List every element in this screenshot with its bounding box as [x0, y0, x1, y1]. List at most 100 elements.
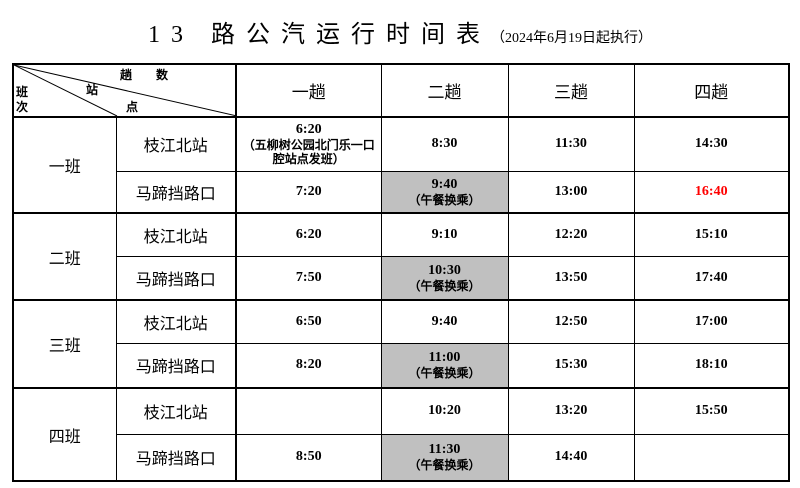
departure-time: 6:20 — [295, 122, 322, 138]
departure-cell: 13:00 — [507, 170, 635, 214]
departure-time: 8:20 — [295, 357, 322, 373]
departure-time: 17:00 — [694, 313, 728, 329]
table-row: 四班 枝江北站 10:20 13:20 15:50 — [12, 387, 790, 482]
departure-cell: 7:50 — [235, 255, 382, 301]
departure-cell: 15:30 — [507, 342, 635, 389]
departure-time: 12:20 — [554, 226, 588, 242]
departure-time: 8:50 — [295, 449, 322, 465]
departure-cell: 10:20 — [380, 387, 509, 435]
departure-note: （午餐换乘） — [408, 458, 481, 473]
departure-cell: 17:40 — [633, 255, 790, 301]
departure-cell: 17:00 — [633, 299, 790, 344]
departure-time: 10:20 — [428, 403, 461, 419]
corner-order-label: 次 — [16, 100, 29, 114]
table-row: 马蹄挡路口 8:50 11:30 （午餐换乘） 14:40 — [13, 433, 790, 482]
departure-cell: 11:30 （午餐换乘） — [380, 433, 509, 482]
departure-cell: 10:30 （午餐换乘） — [380, 255, 509, 301]
departure-cell: 11:00 （午餐换乘） — [380, 342, 509, 389]
departure-time: 11:30 — [428, 442, 461, 458]
trip-header: 二趟 — [380, 63, 509, 118]
departure-time: 8:30 — [431, 136, 458, 152]
corner-point-label: 点 — [126, 100, 139, 114]
trip-header: 四趟 — [633, 63, 790, 118]
departure-time: 6:20 — [295, 226, 322, 242]
departure-note: （五柳树公园北门乐一口腔站点发班） — [242, 138, 375, 167]
departure-time: 11:00 — [428, 350, 461, 366]
departure-time: 16:40 — [694, 183, 728, 199]
departure-cell: 15:50 — [633, 387, 790, 435]
departure-note: （午餐换乘） — [408, 366, 481, 381]
departure-time: 11:30 — [555, 136, 587, 152]
departure-cell — [235, 387, 382, 435]
station-name: 马蹄挡路口 — [115, 255, 237, 301]
departure-time: 14:40 — [554, 449, 588, 465]
table-row: 马蹄挡路口 7:50 10:30 （午餐换乘） 13:50 17:40 — [13, 255, 790, 301]
departure-time: 9:10 — [431, 226, 458, 242]
title-main: 13 路公汽运行时间表 — [148, 22, 491, 48]
departure-time: 13:20 — [554, 403, 588, 419]
departure-cell: 7:20 — [235, 170, 382, 214]
corner-trips-label: 趟 数 — [120, 68, 169, 82]
departure-cell: 13:20 — [507, 387, 635, 435]
departure-cell: 9:40 （午餐换乘） — [380, 170, 509, 214]
departure-time: 7:20 — [295, 183, 322, 199]
station-name: 枝江北站 — [115, 116, 237, 172]
timetable: 趟 数 站 点 班 次 一趟 二趟 三趟 四趟 一班 枝江北站 6:20 （五柳树公园… — [12, 63, 790, 482]
departure-note: （午餐换乘） — [408, 278, 481, 293]
departure-time: 12:50 — [554, 313, 588, 329]
departure-cell: 8:50 — [235, 433, 382, 482]
departure-time: 15:10 — [694, 226, 728, 242]
departure-time: 9:40 — [431, 313, 458, 329]
table-row: 马蹄挡路口 8:20 11:00 （午餐换乘） 15:30 18:10 — [13, 342, 790, 389]
departure-cell: 15:10 — [633, 212, 790, 257]
departure-cell: 14:40 — [507, 433, 635, 482]
table-row: 三班 枝江北站 6:50 9:40 12:50 17:00 — [12, 299, 790, 389]
table-row: 二班 枝江北站 6:20 9:10 12:20 15:10 — [12, 212, 790, 301]
station-name: 枝江北站 — [115, 299, 237, 344]
departure-cell: 14:30 — [633, 116, 790, 172]
departure-time: 7:50 — [295, 269, 322, 285]
departure-cell: 11:30 — [507, 116, 635, 172]
shift-label: 一班 — [12, 116, 117, 214]
station-name: 枝江北站 — [115, 212, 237, 257]
departure-time: 10:30 — [428, 262, 461, 278]
departure-time: 13:50 — [554, 269, 588, 285]
departure-cell: 6:20 — [235, 212, 382, 257]
departure-cell: 8:20 — [235, 342, 382, 389]
page-title: 13 路公汽运行时间表（2024年6月19日起执行） — [0, 14, 800, 49]
header-row: 趟 数 站 点 班 次 一趟 二趟 三趟 四趟 — [12, 63, 790, 118]
departure-time: 15:30 — [554, 357, 588, 373]
departure-cell: 18:10 — [633, 342, 790, 389]
departure-cell: 13:50 — [507, 255, 635, 301]
departure-time: 9:40 — [431, 176, 458, 192]
shift-label: 三班 — [12, 299, 117, 389]
departure-time: 6:50 — [295, 313, 322, 329]
corner-shift-label: 班 — [16, 85, 29, 99]
station-name: 枝江北站 — [115, 387, 237, 435]
departure-note: （午餐换乘） — [408, 192, 481, 207]
departure-cell: 12:20 — [507, 212, 635, 257]
trip-header: 一趟 — [235, 63, 382, 118]
departure-cell: 6:20 （五柳树公园北门乐一口腔站点发班） — [235, 116, 382, 172]
shift-label: 二班 — [12, 212, 117, 301]
table-row: 一班 枝江北站 6:20 （五柳树公园北门乐一口腔站点发班） 8:30 11:30 14:3… — [12, 116, 790, 214]
trip-header: 三趟 — [507, 63, 635, 118]
departure-cell: 6:50 — [235, 299, 382, 344]
station-name: 马蹄挡路口 — [115, 433, 237, 482]
departure-cell: 8:30 — [380, 116, 509, 172]
station-name: 马蹄挡路口 — [115, 170, 237, 214]
departure-time: 18:10 — [694, 357, 728, 373]
departure-cell: 16:40 — [633, 170, 790, 214]
table-row: 马蹄挡路口 7:20 9:40 （午餐换乘） 13:00 16:40 — [13, 170, 790, 214]
departure-time: 14:30 — [694, 136, 728, 152]
departure-time: 13:00 — [554, 183, 588, 199]
departure-cell: 12:50 — [507, 299, 635, 344]
corner-cell: 趟 数 站 点 班 次 — [12, 63, 237, 118]
departure-cell — [633, 433, 790, 482]
departure-time: 17:40 — [694, 269, 728, 285]
departure-cell: 9:40 — [380, 299, 509, 344]
shift-label: 四班 — [12, 387, 117, 482]
title-effective-date: （2024年6月19日起执行） — [491, 31, 652, 46]
departure-cell: 9:10 — [380, 212, 509, 257]
station-name: 马蹄挡路口 — [115, 342, 237, 389]
